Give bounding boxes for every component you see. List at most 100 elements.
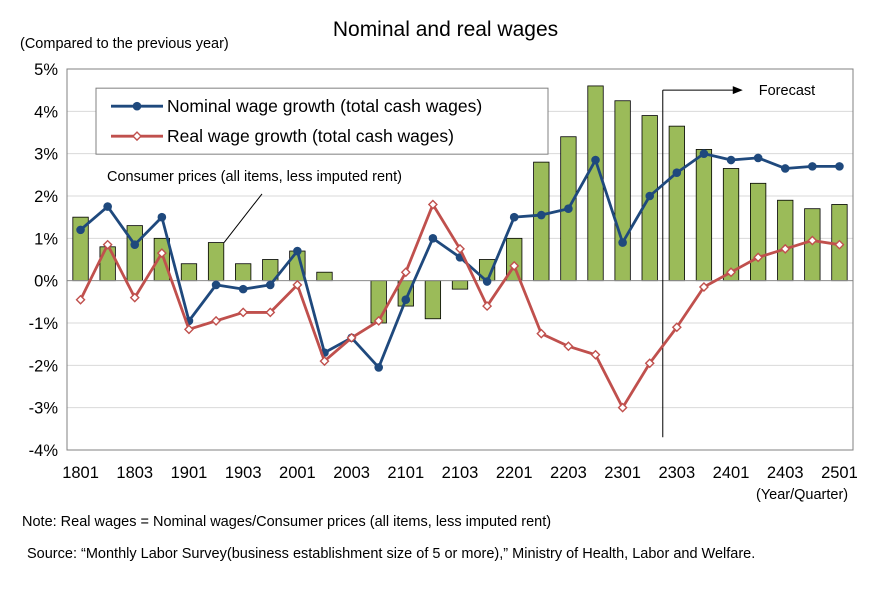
nominal-point — [265, 280, 275, 290]
cpi-bar — [695, 149, 713, 282]
real-point — [563, 341, 574, 352]
nominal-point — [76, 225, 85, 235]
real-point — [482, 301, 493, 312]
cpi-bar — [750, 182, 767, 282]
y-tick-label: 0% — [34, 273, 58, 291]
nominal-point — [699, 149, 709, 158]
x-tick-label: 2403 — [767, 464, 804, 482]
legend-marker — [132, 131, 142, 142]
x-tick-label: 2401 — [713, 464, 750, 482]
cpi-annotation-pointer — [223, 193, 263, 243]
real-wage-series — [75, 199, 845, 413]
real-point — [129, 292, 140, 303]
y-tick-label: 4% — [34, 103, 58, 121]
x-tick-label: 1903 — [225, 464, 262, 482]
real-point — [102, 239, 113, 250]
cpi-bar — [316, 271, 333, 282]
real-point — [509, 260, 520, 271]
y-tick-label: 5% — [34, 61, 58, 79]
nominal-point — [509, 212, 519, 222]
real-point — [373, 315, 384, 326]
cpi-bar — [668, 125, 685, 282]
real-point — [617, 402, 628, 413]
legend-marker — [132, 101, 142, 111]
legend-label: Nominal wage growth (total cash wages) — [167, 96, 482, 116]
nominal-point — [564, 204, 573, 213]
forecast-label: Forecast — [759, 83, 815, 99]
x-tick-label: 2203 — [550, 464, 587, 482]
y-tick-label: -3% — [29, 400, 59, 418]
y-tick-label: 1% — [34, 230, 58, 248]
x-axis-unit-label: (Year/Quarter) — [756, 487, 849, 503]
nominal-point — [591, 155, 600, 165]
real-point — [726, 267, 737, 278]
cpi-bar — [533, 161, 550, 282]
legend: Nominal wage growth (total cash wages) Re… — [95, 87, 549, 155]
cpi-bar — [587, 85, 604, 282]
nominal-point — [808, 162, 817, 171]
real-point — [834, 239, 845, 250]
nominal-point — [374, 363, 383, 372]
real-point — [400, 267, 411, 278]
real-point — [807, 235, 818, 246]
real-point — [780, 243, 791, 254]
chart-title: Nominal and real wages — [332, 18, 559, 41]
x-tick-label: 2101 — [387, 464, 424, 482]
real-point — [183, 324, 194, 335]
nominal-point — [157, 212, 167, 222]
y-tick-label: -4% — [29, 442, 59, 460]
cpi-bar — [777, 199, 794, 282]
x-axis-ticks: 1801 1803 1901 1903 2001 2003 2101 2103 2201 2203… — [62, 464, 858, 482]
real-point — [455, 243, 465, 254]
nominal-point — [428, 234, 438, 243]
cpi-bar — [126, 225, 143, 282]
y-axis-ticks: 5% 4% 3% 2% 1% 0% -1% -2% -3% -4% — [29, 61, 59, 460]
nominal-point — [103, 202, 112, 211]
real-point — [156, 248, 167, 259]
x-tick-label: 2501 — [821, 464, 858, 482]
real-point — [671, 322, 682, 333]
real-point — [346, 332, 357, 343]
nominal-point — [726, 155, 736, 165]
nominal-point — [238, 284, 248, 294]
real-point — [644, 358, 655, 369]
cpi-bar — [235, 263, 252, 282]
cpi-bar — [180, 263, 198, 282]
nominal-point — [672, 168, 682, 178]
x-tick-label: 2201 — [496, 464, 533, 482]
cpi-annotation-label: Consumer prices (all items, less imputed… — [107, 169, 402, 185]
legend-box — [95, 87, 549, 155]
real-point — [238, 307, 249, 318]
cpi-bar — [451, 280, 469, 290]
nominal-point — [645, 191, 655, 201]
nominal-point — [211, 280, 221, 290]
plot-frame — [66, 68, 854, 451]
nominal-point — [482, 277, 492, 286]
x-tick-label: 1803 — [116, 464, 153, 482]
nominal-point — [537, 210, 546, 220]
cpi-bar — [99, 246, 116, 282]
source-text: Source: “Monthly Labor Survey(business e… — [27, 546, 756, 562]
nominal-point — [618, 238, 627, 247]
real-point — [319, 356, 330, 367]
x-tick-label: 2303 — [658, 464, 695, 482]
nominal-point — [780, 164, 790, 173]
real-point — [427, 199, 438, 210]
x-tick-label: 2003 — [333, 464, 370, 482]
y-tick-label: 3% — [34, 146, 58, 164]
nominal-point — [293, 246, 302, 256]
real-point — [536, 328, 547, 339]
real-point — [265, 307, 276, 318]
note-text: Note: Real wages = Nominal wages/Consume… — [22, 514, 552, 530]
x-tick-label: 2001 — [279, 464, 316, 482]
forecast-arrow-head — [732, 86, 743, 95]
x-tick-label: 1901 — [171, 464, 208, 482]
wage-chart: Forecast 5%4%3%2%1%0%-1%-2%-3%-4% 1801 18… — [29, 61, 858, 482]
real-point — [698, 282, 709, 293]
y-tick-label: -2% — [29, 357, 59, 375]
legend-label: Real wage growth (total cash wages) — [167, 126, 454, 146]
x-tick-label: 2103 — [442, 464, 479, 482]
nominal-wage-series — [76, 149, 844, 372]
real-point — [292, 279, 303, 290]
real-point — [211, 315, 222, 326]
